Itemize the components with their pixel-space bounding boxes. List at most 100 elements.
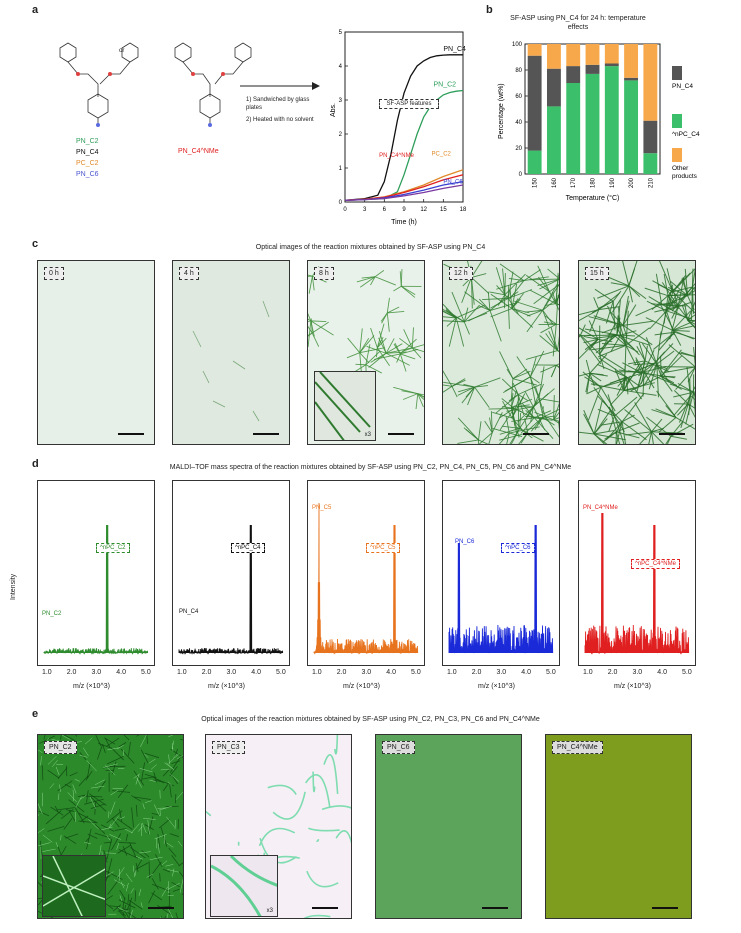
bar-segment-2 <box>527 44 542 56</box>
bar-segment-0 <box>527 150 542 174</box>
optical-image-4h: 4 h <box>172 260 290 445</box>
x-tick-label: 12 <box>420 207 427 213</box>
mz-tick-label: 5.0 <box>141 669 151 676</box>
x-tick-label: 0 <box>343 207 347 213</box>
tile-tag-pnc2: PN_C2 <box>44 741 77 754</box>
bar-segment-1 <box>643 120 658 154</box>
y-tick-label: 4 <box>339 64 343 70</box>
x-tick-label: 190 <box>610 177 616 188</box>
product-peak-label: ^nPC_C4^NMe <box>631 559 680 569</box>
mz-tick-label: 2.0 <box>336 669 347 676</box>
y-tick-label: 60 <box>515 94 522 100</box>
bar-chart-title: SF-ASP using PN_C4 for 24 h: temperature… <box>510 15 646 31</box>
ms-ylabel: Intensity <box>10 573 17 600</box>
mz-tick-label: 3.0 <box>632 669 643 676</box>
product-peak-label: ^nPC_C6 <box>501 543 535 553</box>
scale-bar <box>388 433 414 435</box>
bar-segment-2 <box>624 44 639 78</box>
series-label: PN_C2 <box>434 81 457 88</box>
spectrum-trace <box>584 512 690 655</box>
panel-label-d: d <box>32 458 39 470</box>
y-tick-label: 100 <box>512 42 523 48</box>
y-tick-label: 40 <box>515 120 522 126</box>
bar-segment-2 <box>604 44 619 64</box>
mz-tick-label: 1.0 <box>582 669 593 676</box>
monomer-pnc4: PN_C4 <box>76 149 99 156</box>
series-line-5 <box>344 184 464 201</box>
series-label: PN_C6 <box>443 180 463 186</box>
product-peak-label: ^nPC_C2 <box>96 543 130 553</box>
inset-magnification: x3 <box>364 432 371 438</box>
fiber-network-12h <box>443 261 559 444</box>
x-tick-label: 200 <box>629 177 635 188</box>
legend-label: ^nPC_C4 <box>672 131 700 138</box>
mz-axis-label: m/z (×10^3) <box>73 683 110 690</box>
reaction-arrow <box>240 82 320 90</box>
optical-image-12h: 12 h <box>442 260 560 445</box>
monomer-pcc2: PC_C2 <box>76 160 99 167</box>
monomer-peak-label: PN_C4^NMe <box>583 505 618 511</box>
y-tick-label: 0 <box>519 172 523 178</box>
mz-tick-label: 4.0 <box>386 669 396 676</box>
mz-tick-label: 4.0 <box>116 669 126 676</box>
mz-tick-label: 5.0 <box>546 669 556 676</box>
legend-label: Other <box>672 165 689 172</box>
sf-asp-features-box: SF-ASP features <box>379 99 439 109</box>
panel-c-caption: Optical images of the reaction mixtures … <box>255 244 486 251</box>
monomer-structures <box>59 42 252 127</box>
legend-label: products <box>672 173 698 180</box>
mz-tick-label: 2.0 <box>607 669 618 676</box>
mz-tick-label: 5.0 <box>276 669 286 676</box>
spectrum-trace <box>43 524 149 655</box>
bar-segment-0 <box>566 83 581 174</box>
mz-tick-label: 2.0 <box>201 669 212 676</box>
time-tag-0h: 0 h <box>44 267 64 280</box>
scale-bar <box>523 433 549 435</box>
condition-step2: 2) Heated with no solvent <box>246 117 314 123</box>
legend-label: PN_C4 <box>672 83 693 90</box>
panel-label-b: b <box>486 4 493 16</box>
scale-bar <box>482 907 508 909</box>
tile-tag-pnc6: PN_C6 <box>382 741 415 754</box>
mz-axis-label: m/z (×10^3) <box>343 683 380 690</box>
scale-bar <box>312 907 338 909</box>
monomer-peak-label: PN_C4 <box>179 609 199 615</box>
bar-segment-0 <box>585 73 600 174</box>
product-peak-label: ^nPC_C5 <box>366 543 400 553</box>
mass-spectrum-4: ^nPC_C4^NMe PN_C4^NMe <box>578 480 696 666</box>
bar-segment-0 <box>643 153 658 174</box>
mz-tick-label: 2.0 <box>66 669 77 676</box>
panel-d-caption: MALDI–TOF mass spectra of the reaction m… <box>169 464 572 471</box>
y-tick-label: 0 <box>339 200 343 206</box>
bar-segment-2 <box>585 44 600 65</box>
sparse-fibers <box>192 300 270 422</box>
legend-swatch <box>672 66 682 80</box>
x-tick-label: 150 <box>533 177 539 188</box>
monomer-pnc6: PN_C6 <box>76 171 99 178</box>
mz-tick-label: 2.0 <box>471 669 482 676</box>
series-label: PN_C4^NMe <box>379 153 414 159</box>
time-tag-15h: 15 h <box>585 267 609 280</box>
mz-tick-label: 1.0 <box>311 669 322 676</box>
y-tick-label: 1 <box>339 166 343 172</box>
mz-tick-label: 5.0 <box>682 669 692 676</box>
x-tick-label: 180 <box>591 177 597 188</box>
mass-spectrum-2: ^nPC_C5 PN_C5 <box>307 480 425 666</box>
spectrum-trace <box>313 502 419 655</box>
bar-segment-1 <box>566 66 581 83</box>
scale-bar <box>659 433 685 435</box>
monomer-pnc4-nme: PN_C4^NMe <box>178 148 219 155</box>
tile-tag-pnc3: PN_C3 <box>212 741 245 754</box>
bar-segment-1 <box>527 55 542 151</box>
condition-step1: 1) Sandwiched by glass plates <box>246 97 310 111</box>
optical-image-pnc2: PN_C2 <box>37 734 184 919</box>
bar-segment-2 <box>643 44 658 121</box>
x-tick-label: 18 <box>460 207 467 213</box>
mz-tick-label: 4.0 <box>521 669 531 676</box>
x-tick-label: 6 <box>383 207 387 213</box>
series-line-0 <box>344 54 463 201</box>
legend-swatch <box>672 114 682 128</box>
time-tag-12h: 12 h <box>449 267 473 280</box>
bar-segment-2 <box>546 44 561 69</box>
mz-tick-label: 3.0 <box>496 669 507 676</box>
